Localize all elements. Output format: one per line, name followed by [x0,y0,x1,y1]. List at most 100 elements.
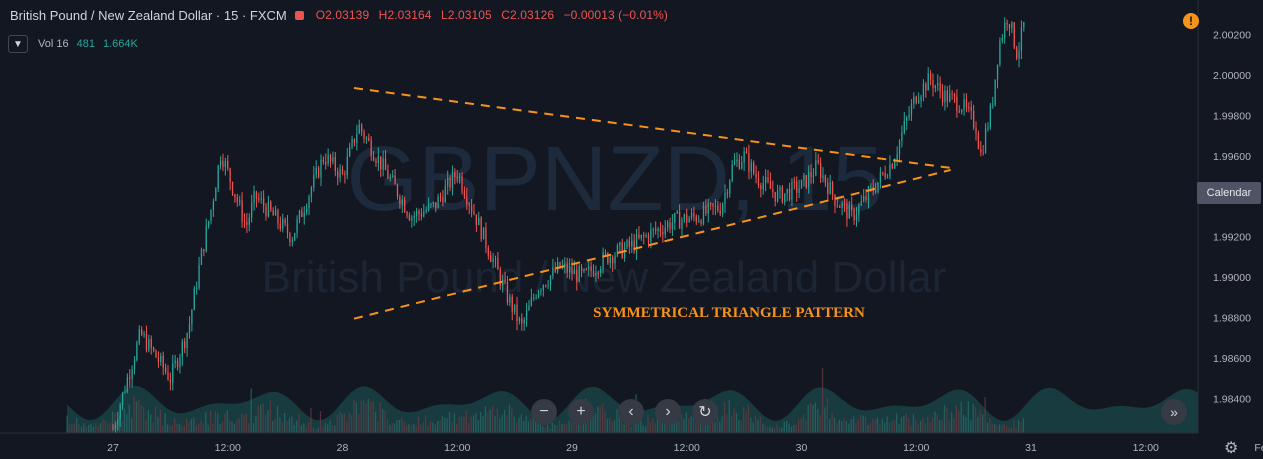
volume-bar [269,400,271,433]
candle-body [480,217,482,240]
gear-icon[interactable]: ⚙ [1224,440,1239,457]
candle-body [671,222,674,230]
volume-bar [355,402,358,433]
candle-body [650,229,652,242]
chevron-left-icon[interactable]: ‹ [618,399,644,425]
symbol-title[interactable]: British Pound / New Zealand Dollar · 15 … [10,7,287,23]
volume-bar [97,425,99,433]
candle-body [621,242,623,258]
volume-bar [843,418,845,433]
candle-body [305,208,308,213]
volume-bar [625,419,628,433]
candle-body [917,100,920,103]
candle-body [762,183,764,190]
volume-bar [895,413,898,433]
volume-bar [226,410,228,433]
candle-body [949,93,951,102]
candle-body [260,198,262,200]
candle-body [389,177,391,179]
candle-body [363,131,365,139]
candle-body [470,205,473,212]
volume-bar [561,424,563,433]
candle-body [757,177,760,186]
candle-body [482,227,485,240]
candle-body [215,188,217,202]
volume-bar [642,425,644,433]
candle-body [614,255,616,264]
volume-bar [740,420,742,433]
candle-body [898,140,901,155]
volume-bar [174,418,176,433]
candle-body [609,257,611,264]
volume-bar [496,408,499,433]
candle-body [588,266,590,270]
volume-bar [262,403,264,433]
volume-bar [647,415,649,433]
candle-body [934,85,937,89]
candle-body [819,162,822,179]
volume-bar [415,426,417,433]
candle-body [368,138,370,141]
candle-body [1020,27,1023,51]
volume-bar [145,419,147,433]
volume-bar [317,427,319,433]
minus-icon[interactable]: − [531,399,557,425]
high-label: H [378,8,388,22]
candle-body [131,369,133,379]
candle-body [399,196,401,205]
candle-body [963,99,965,111]
volume-bar [1015,428,1017,433]
chevron-right-icon[interactable]: › [655,399,681,425]
candle-body [829,182,831,194]
candle-body [530,297,533,306]
volume-bar [195,425,197,433]
plus-icon[interactable]: + [568,399,594,425]
time-tick-label: 12:00 [215,442,241,454]
candle-body [497,258,499,270]
candle-body [258,198,260,200]
volume-bar [525,415,527,433]
candle-body [862,196,865,202]
double-chevron-right-icon[interactable]: » [1161,399,1187,425]
candle-body [329,154,332,162]
volume-bar [809,402,812,433]
volume-bar [312,427,314,433]
volume-bar [413,423,415,433]
price-axis[interactable]: 1.984001.986001.988001.990001.992001.994… [1197,0,1263,459]
volume-bar [166,424,169,433]
volume-bar [350,414,353,433]
volume-bar [893,420,895,433]
candle-body [133,360,136,370]
candle-body [521,318,523,324]
time-axis[interactable]: 27 12:00 28 12:00 29 12:00 30 12:00 31 12:00 Fe [0,432,1263,459]
volume-bar [817,409,819,433]
volume-bar [530,418,532,433]
volume-bar [283,412,286,433]
volume-bar [848,423,850,433]
candle-body [800,179,803,189]
candle-body [745,151,748,154]
volume-bar [776,424,778,433]
watermark-symbol: GBPNZD, 15 [347,128,884,230]
trendline-upper[interactable] [353,87,951,169]
reset-icon[interactable]: ↻ [692,399,718,425]
triangle-trendlines[interactable] [353,87,951,320]
volume-bar [549,428,551,433]
volume-bar [147,410,150,433]
trendline-lower[interactable] [353,168,951,320]
candle-body [239,200,241,202]
exclamation-icon[interactable]: ! [1183,13,1199,29]
candle-body [152,347,155,351]
volume-bar [566,424,568,433]
candle-body [179,357,181,368]
calendar-button[interactable]: Calendar [1197,182,1261,204]
candle-body [387,170,389,179]
volume-bar [797,419,800,433]
candle-body [253,191,255,204]
volume-bar [601,403,604,433]
candle-body [817,160,819,163]
volume-bar [1022,418,1025,433]
chevron-down-icon[interactable]: ▼ [8,35,28,53]
